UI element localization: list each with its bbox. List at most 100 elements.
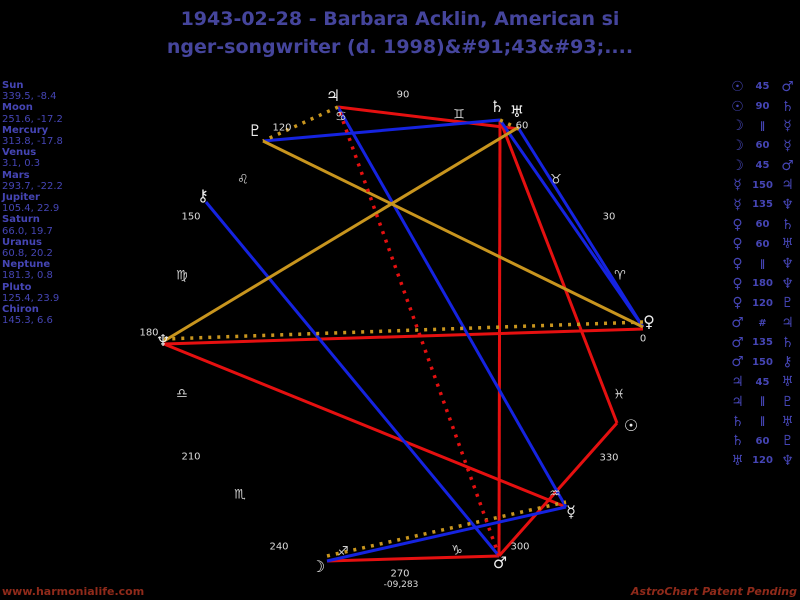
venus-glyph: ♀ [732, 275, 743, 292]
coordinate-readout: -09,283 [383, 580, 419, 590]
aspect-line-mars-jupiter [336, 106, 501, 557]
aspect-value: 120 [752, 455, 773, 467]
libra-sign-glyph: ♎ [176, 386, 188, 402]
aspect-row: ☽ 45 ♂ [726, 156, 799, 176]
aspect-value: ∥ [760, 120, 765, 132]
aspect-line-jupiter-uranus [337, 105, 520, 131]
saturn-glyph: ♄ [781, 216, 794, 233]
mercury-glyph: ☿ [733, 177, 742, 194]
jupiter-planet-glyph: ♃ [325, 86, 341, 105]
aspect-value: # [758, 317, 767, 329]
aspect-line-venus-neptune [163, 327, 644, 346]
planet-coordinates-panel: Sun 339.5, -8.4 Moon 251.6, -17.2 Mercury 313… [2, 80, 112, 326]
degree-label-330: 330 [599, 452, 619, 464]
moon-planet-glyph: ☽ [310, 557, 326, 576]
aspect-row: ♀ ∥ ♆ [726, 254, 799, 274]
planet-list-item: Pluto 125.4, 23.9 [2, 282, 112, 304]
aspect-row: ♄ ∥ ♅ [726, 412, 799, 432]
planet-name: Venus [2, 147, 37, 159]
degree-label-30: 30 [602, 211, 616, 223]
aspect-row: ♂ 135 ♄ [726, 333, 799, 353]
mars-glyph: ♂ [731, 354, 744, 371]
neptune-glyph: ♆ [781, 452, 794, 469]
planet-name: Mars [2, 169, 30, 181]
saturn-glyph: ♄ [731, 413, 744, 430]
mars-glyph: ♂ [781, 157, 794, 174]
planet-coordinates: 105.4, 22.9 [2, 203, 60, 215]
jupiter-glyph: ♃ [731, 374, 744, 391]
planet-name: Neptune [2, 259, 51, 271]
pluto-glyph: ♇ [781, 295, 794, 312]
degree-label-180: 180 [139, 327, 159, 339]
saturn-planet-glyph: ♄ [489, 97, 505, 116]
aries-sign-glyph: ♈ [614, 268, 626, 284]
uranus-glyph: ♅ [781, 236, 794, 253]
degree-label-270: 270 [390, 568, 410, 580]
aspect-line-venus-uranus [517, 128, 645, 328]
uranus-glyph: ♅ [781, 413, 794, 430]
aspect-row: ♅ 120 ♆ [726, 451, 799, 471]
planet-list-item: Saturn 66.0, 19.7 [2, 214, 112, 236]
planet-coordinates: 251.6, -17.2 [2, 113, 63, 125]
aspect-row: ♀ 60 ♅ [726, 235, 799, 255]
mercury-glyph: ☿ [783, 118, 792, 135]
degree-label-90: 90 [396, 89, 410, 101]
aspect-value: 45 [755, 160, 770, 172]
leo-sign-glyph: ♌ [237, 172, 249, 188]
planet-name: Uranus [2, 236, 42, 248]
planet-coordinates: 313.8, -17.8 [2, 136, 63, 148]
aspect-row: ♄ 60 ♇ [726, 431, 799, 451]
planet-list-item: Mercury 313.8, -17.8 [2, 125, 112, 147]
chiron-planet-glyph: ⚷ [197, 186, 209, 205]
pisces-sign-glyph: ♓ [613, 387, 625, 403]
planet-list-item: Venus 3.1, 0.3 [2, 147, 112, 169]
capricorn-sign-glyph: ♑ [451, 543, 463, 559]
neptune-glyph: ♆ [781, 256, 794, 273]
uranus-glyph: ♅ [731, 452, 744, 469]
aspect-value: ∥ [760, 396, 765, 408]
jupiter-glyph: ♃ [781, 315, 794, 332]
moon-glyph: ☽ [731, 118, 744, 135]
planet-list-item: Jupiter 105.4, 22.9 [2, 192, 112, 214]
venus-glyph: ♀ [732, 216, 743, 233]
aspect-row: ♂ 150 ⚷ [726, 353, 799, 373]
planet-name: Chiron [2, 304, 39, 316]
aspect-table-panel: ☉ 45 ♂ ☉ 90 ♄ ☽ ∥ ☿ ☽ 60 ☿ ☽ 45 ♂ ☿ 150 ♃ ☿ 135 ♆ ♀ 60 ♄ ♀ 60 ♅ ♀ ∥ ♆… [726, 77, 799, 471]
cancer-sign-glyph: ♋ [335, 109, 347, 125]
aspect-row: ♂ # ♃ [726, 313, 799, 333]
sagittarius-sign-glyph: ♐ [337, 544, 349, 560]
sun-glyph: ☉ [731, 78, 744, 95]
sun-planet-glyph: ☉ [623, 416, 639, 435]
planet-coordinates: 60.8, 20.2 [2, 248, 53, 260]
venus-glyph: ♀ [732, 236, 743, 253]
aspect-value: 150 [752, 179, 773, 191]
planet-list-item: Chiron 145.3, 6.6 [2, 304, 112, 326]
planet-name: Pluto [2, 281, 32, 293]
taurus-sign-glyph: ♉ [550, 172, 562, 188]
planet-name: Mercury [2, 124, 49, 136]
saturn-glyph: ♄ [731, 433, 744, 450]
aspect-value: 180 [752, 278, 773, 290]
aspect-line-moon-mercury [326, 505, 567, 563]
chart-title-line2: nger-songwriter (d. 1998)&#91;43&#93;...… [166, 36, 634, 58]
moon-glyph: ☽ [731, 157, 744, 174]
degree-label-300: 300 [510, 541, 530, 553]
aspect-line-mars-chiron [204, 201, 501, 557]
degree-label-240: 240 [269, 541, 289, 553]
aspect-row: ☽ ∥ ☿ [726, 116, 799, 136]
planet-name: Sun [2, 80, 24, 91]
aspect-line-uranus-neptune [163, 125, 520, 343]
degree-label-0: 0 [639, 333, 647, 345]
neptune-glyph: ♆ [781, 275, 794, 292]
venus-glyph: ♀ [732, 295, 743, 312]
pluto-glyph: ♇ [781, 433, 794, 450]
chart-title: 1943-02-28 - Barbara Acklin, American si… [0, 5, 800, 61]
saturn-glyph: ♄ [781, 98, 794, 115]
mars-glyph: ♂ [731, 315, 744, 332]
aspect-row: ♀ 120 ♇ [726, 294, 799, 314]
pluto-planet-glyph: ♇ [247, 121, 263, 140]
aspect-line-venus-pluto [262, 139, 644, 329]
scorpio-sign-glyph: ♏ [234, 487, 246, 503]
